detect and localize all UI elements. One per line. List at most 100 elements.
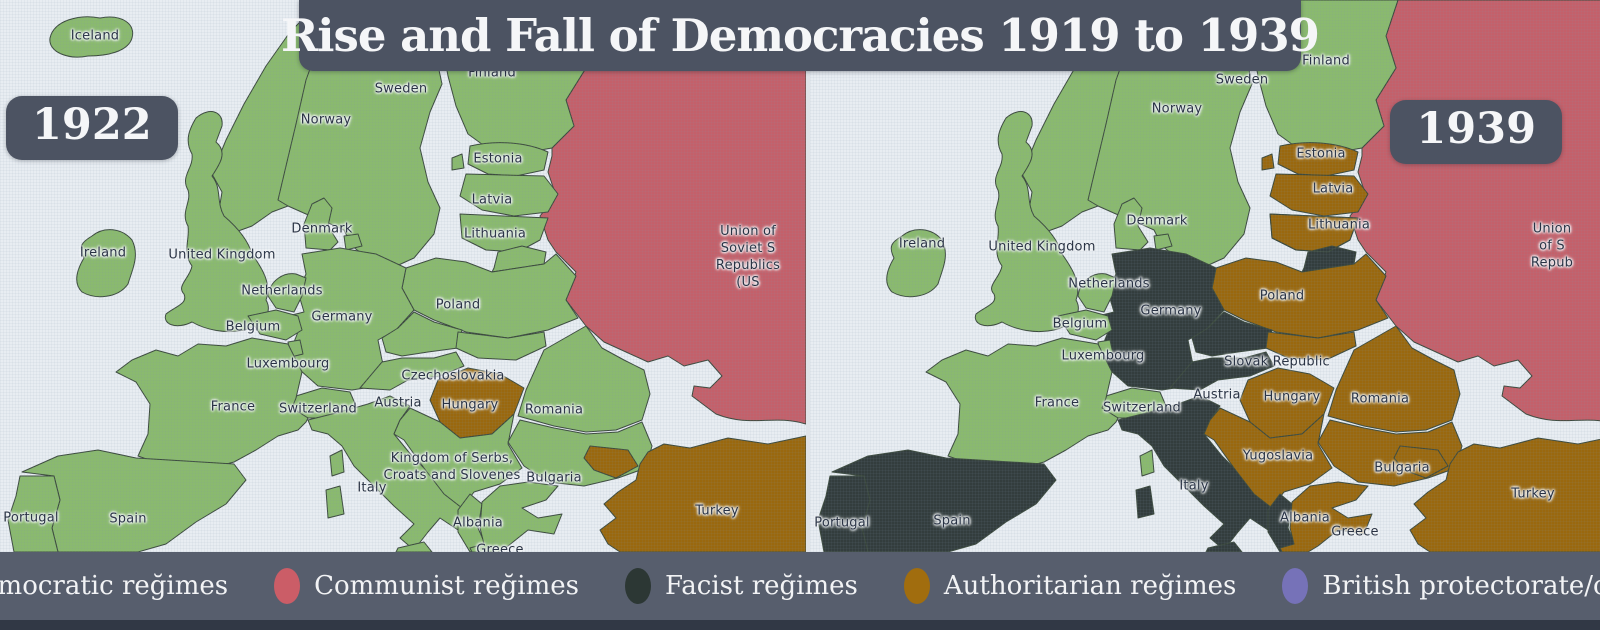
country-portugal: [817, 475, 871, 552]
country-label-switzerland: Switzerland: [1102, 400, 1182, 416]
country-austria: [359, 351, 465, 391]
legend-label-democratic: Democratic reğimes: [0, 571, 229, 601]
country-estonia-isle: [1261, 153, 1275, 171]
country-label-sweden: Sweden: [1215, 72, 1269, 88]
country-label-france: France: [210, 399, 256, 415]
country-label-belgium: Belgium: [1052, 316, 1108, 332]
country-label-spain: Spain: [933, 513, 971, 529]
country-label-greece: Greece: [476, 542, 524, 552]
country-sardinia: [1135, 485, 1155, 519]
year-badge-1939: 1939: [1390, 100, 1562, 164]
country-denmark-isles: [1153, 233, 1173, 251]
bottom-strip: [0, 620, 1600, 630]
country-austria: [1169, 351, 1275, 391]
country-label-belgium: Belgium: [225, 319, 281, 335]
map-1939-labels: Finland Sweden Norway Estonia Latvia Denmark L…: [810, 0, 1600, 552]
country-greece: [1279, 481, 1373, 552]
legend-swatch-fascist: [624, 568, 651, 604]
country-romania: [517, 325, 651, 433]
country-label-bulgaria: Bulgaria: [1374, 460, 1430, 476]
country-turkey: [599, 435, 806, 552]
country-label-norway: Norway: [1151, 101, 1203, 117]
country-label-germany: Germany: [311, 309, 373, 325]
country-romania: [1327, 325, 1461, 433]
legend-item-fascist: Facist reğimes: [624, 568, 858, 604]
country-sardinia: [325, 485, 345, 519]
map-1939-panel: Finland Sweden Norway Estonia Latvia Denmark L…: [810, 0, 1600, 552]
country-label-latvia: Latvia: [471, 192, 513, 208]
country-label-austria: Austria: [1193, 387, 1241, 403]
country-poland: [401, 253, 579, 339]
legend-swatch-communist: [274, 568, 301, 604]
country-label-albania: Albania: [453, 515, 503, 531]
country-label-switzerland: Switzerland: [278, 401, 358, 417]
country-sicily: [395, 541, 433, 552]
country-label-turkey: Turkey: [695, 503, 739, 519]
country-corsica: [329, 449, 345, 477]
country-corsica: [1139, 449, 1155, 477]
country-label-bulgaria: Bulgaria: [526, 470, 582, 486]
country-label-greece: Greece: [1331, 524, 1379, 540]
legend-label-communist: Communist reğimes: [314, 571, 579, 601]
country-denmark: [303, 197, 339, 251]
country-label-netherlands: Netherlands: [241, 283, 323, 299]
country-label-denmark: Denmark: [1126, 213, 1188, 229]
country-label-ussr: Union of Soviet S Republics (US: [715, 224, 781, 290]
map-1922-panel: Iceland Finland Sweden Norway Estonia Latvia L…: [0, 0, 806, 552]
country-denmark: [1113, 197, 1149, 251]
country-label-turkey: Turkey: [1511, 486, 1555, 502]
country-thrace: [1393, 445, 1449, 479]
legend-label-british: British protectorate/colony: [1322, 571, 1600, 601]
country-estonia-isle: [451, 153, 465, 171]
country-uk: [974, 111, 1079, 333]
country-denmark-isles: [343, 233, 363, 251]
country-slovakia: [1265, 331, 1357, 361]
country-label-ussr: Union of S Repub: [1530, 221, 1574, 271]
country-label-finland: Finland: [1302, 53, 1350, 69]
country-label-czechoslovakia: Czechoslovakia: [401, 368, 505, 384]
country-label-estonia: Estonia: [473, 151, 523, 167]
country-label-norway: Norway: [300, 112, 352, 128]
country-label-spain: Spain: [109, 511, 147, 527]
country-label-iceland: Iceland: [70, 28, 120, 44]
country-label-united-kingdom: United Kingdom: [988, 239, 1096, 255]
country-portugal: [7, 475, 61, 552]
country-yugoslavia: [393, 407, 523, 509]
country-ireland: [886, 229, 946, 298]
page-title: Rise and Fall of Democracies 1919 to 193…: [281, 9, 1320, 62]
country-ireland: [76, 229, 136, 298]
country-label-kscs: Kingdom of Serbs, Croats and Slovenes: [383, 451, 521, 483]
country-label-portugal: Portugal: [814, 515, 870, 531]
legend-item-british: British protectorate/colony: [1282, 568, 1600, 604]
country-label-italy: Italy: [1179, 478, 1209, 494]
country-label-romania: Romania: [524, 402, 584, 418]
country-netherlands: [1077, 273, 1117, 313]
country-label-portugal: Portugal: [3, 510, 59, 526]
country-label-poland: Poland: [1259, 288, 1305, 304]
country-poland: [1211, 253, 1389, 339]
country-label-denmark: Denmark: [291, 221, 353, 237]
legend-item-communist: Communist reğimes: [274, 568, 579, 604]
country-label-netherlands: Netherlands: [1068, 276, 1150, 292]
country-latvia: [459, 173, 559, 217]
country-latvia: [1269, 173, 1369, 217]
legend-label-authoritarian: Authoritarian reğimes: [943, 571, 1237, 601]
map-1922-labels: Iceland Finland Sweden Norway Estonia Latvia L…: [0, 0, 806, 552]
country-slovakia: [455, 331, 547, 361]
country-label-yugoslavia: Yugoslavia: [1242, 448, 1314, 464]
country-ussr: [539, 0, 806, 425]
country-label-ireland: Ireland: [79, 245, 127, 261]
country-thrace: [583, 445, 639, 479]
country-label-latvia: Latvia: [1312, 181, 1354, 197]
country-greece: [469, 481, 563, 552]
legend-item-authoritarian: Authoritarian reğimes: [903, 568, 1237, 604]
country-label-sweden: Sweden: [374, 81, 428, 97]
title-banner: Rise and Fall of Democracies 1919 to 193…: [281, 0, 1320, 71]
country-uk: [164, 111, 269, 333]
country-label-slovak-republic: Slovak Republic: [1224, 354, 1330, 370]
country-iceland: [49, 16, 134, 58]
legend-bar: Democratic reğimes Communist reğimes Facis…: [0, 552, 1600, 620]
country-label-albania: Albania: [1280, 510, 1330, 526]
country-label-estonia: Estonia: [1296, 146, 1346, 162]
